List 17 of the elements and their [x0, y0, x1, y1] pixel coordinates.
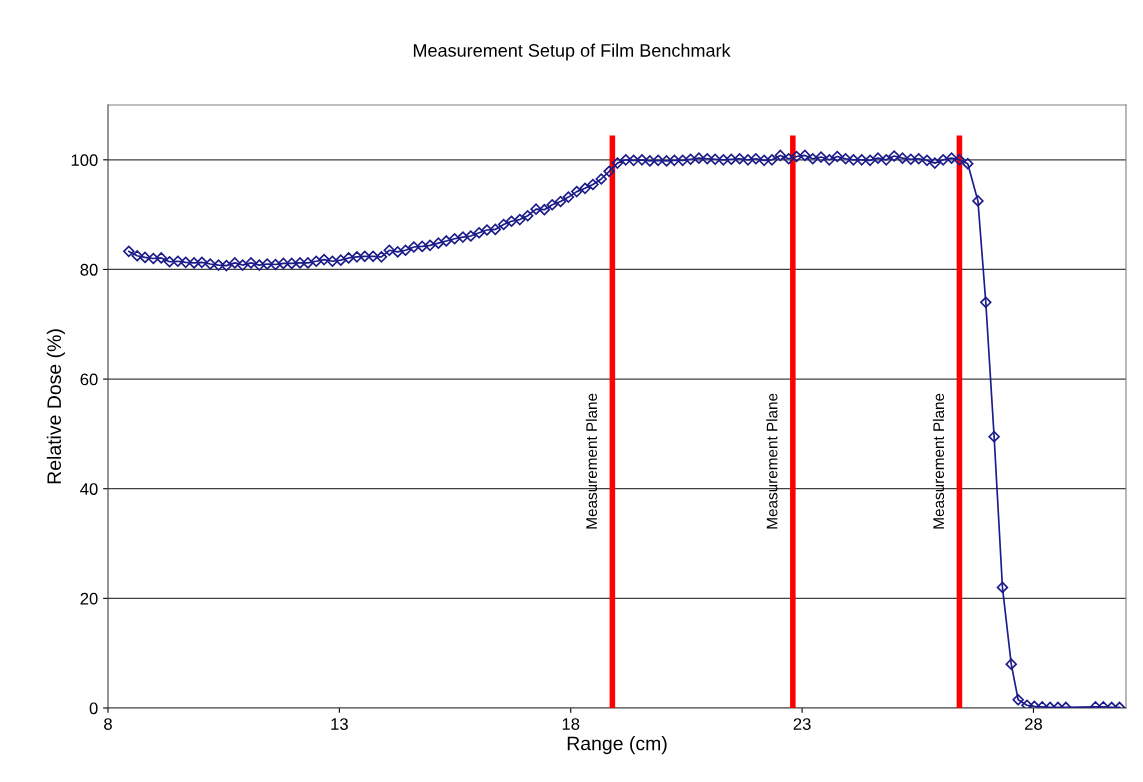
ref-line-label: Measurement Plane	[585, 393, 598, 529]
ref-line-label: Measurement Plane	[932, 393, 945, 529]
y-tick-label: 40	[80, 483, 98, 495]
x-tick-label: 8	[104, 718, 112, 730]
y-tick-label: 0	[89, 702, 98, 715]
y-tick-label: 60	[80, 373, 98, 386]
x-tick-label: 13	[331, 718, 348, 730]
x-tick-label: 23	[793, 718, 811, 730]
x-tick-label: 28	[1025, 718, 1042, 730]
y-tick-label: 20	[80, 592, 98, 605]
y-tick-label: 80	[80, 263, 98, 276]
chart-title: Measurement Setup of Film Benchmark	[413, 43, 731, 61]
y-axis-title: Relative Dose (%)	[46, 329, 65, 484]
y-tick-label: 100	[71, 154, 98, 167]
ref-line-label: Measurement Plane	[766, 393, 778, 529]
x-axis-title: Range (cm)	[567, 736, 667, 755]
x-tick-label: 18	[562, 718, 580, 730]
